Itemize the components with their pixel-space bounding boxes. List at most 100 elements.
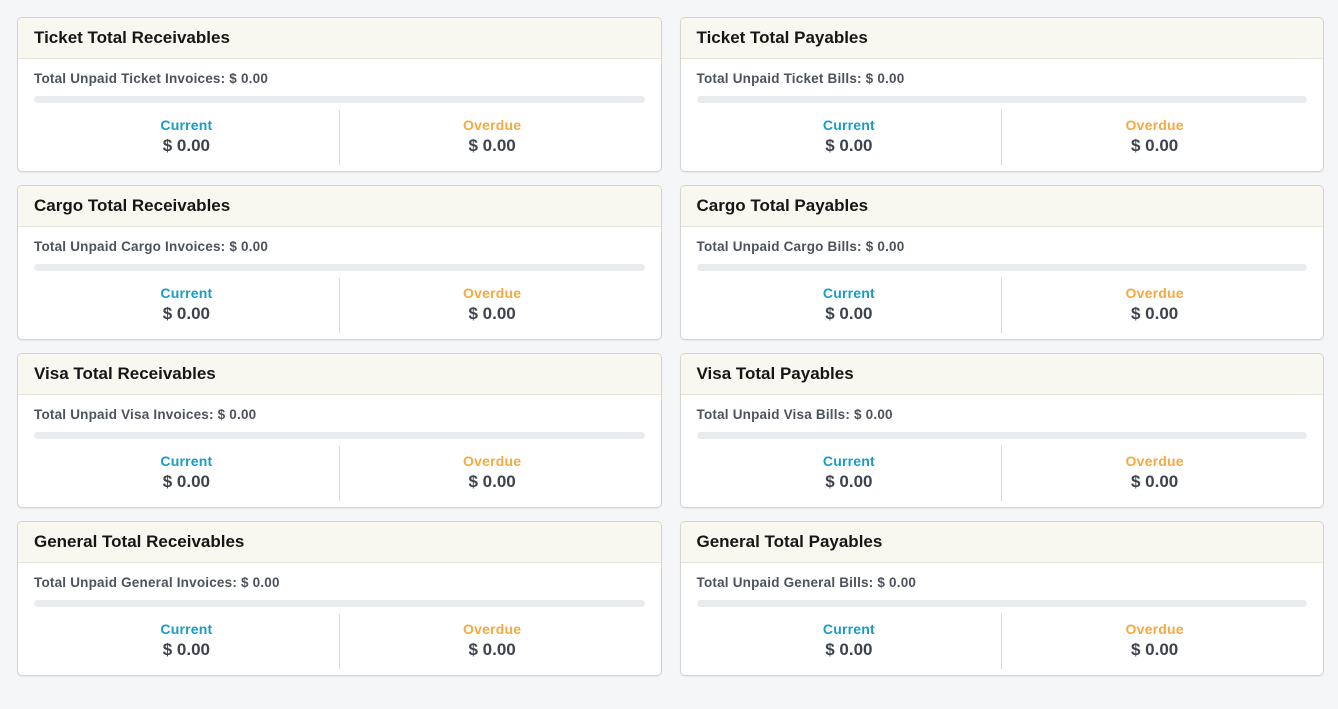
card-body: Total Unpaid Cargo Bills: $ 0.00 Current… [681,227,1324,333]
overdue-label: Overdue [463,453,522,469]
dashboard-grid: Ticket Total Receivables Total Unpaid Ti… [17,17,1324,676]
current-section: Current $ 0.00 [34,446,339,501]
progress-bar [34,264,645,271]
card-header: Cargo Total Payables [680,186,1323,227]
card-body: Total Unpaid Ticket Bills: $ 0.00 Curren… [681,59,1324,165]
progress-bar [696,96,1307,103]
current-label: Current [822,453,875,469]
card-title: Ticket Total Receivables [34,28,230,47]
amounts-row: Current $ 0.00 Overdue $ 0.00 [34,446,645,501]
card-body: Total Unpaid Cargo Invoices: $ 0.00 Curr… [18,227,661,333]
summary-text: Total Unpaid Visa Invoices: $ 0.00 [34,407,257,422]
overdue-label: Overdue [463,117,522,133]
card-title: Cargo Total Receivables [34,196,231,215]
amounts-row: Current $ 0.00 Overdue $ 0.00 [697,110,1308,165]
overdue-value: $ 0.00 [468,640,516,659]
current-value: $ 0.00 [162,304,210,323]
overdue-label: Overdue [1125,117,1184,133]
progress-bar [696,600,1307,607]
overdue-value: $ 0.00 [1130,640,1179,659]
overdue-label: Overdue [1125,621,1184,637]
progress-bar [34,600,645,607]
overdue-label: Overdue [1125,285,1184,301]
overdue-value: $ 0.00 [468,136,516,155]
current-section: Current $ 0.00 [34,278,339,333]
amounts-row: Current $ 0.00 Overdue $ 0.00 [697,614,1308,669]
overdue-value: $ 0.00 [1130,472,1179,491]
summary-text: Total Unpaid Cargo Invoices: $ 0.00 [34,239,269,254]
card-title: Cargo Total Payables [696,196,869,215]
overdue-label: Overdue [463,621,522,637]
current-value: $ 0.00 [162,640,210,659]
card-title: Ticket Total Payables [696,28,868,47]
progress-bar [696,432,1307,439]
current-label: Current [822,117,875,133]
card-header: Ticket Total Payables [680,18,1323,59]
overdue-section: Overdue $ 0.00 [1001,278,1307,333]
summary-text: Total Unpaid Visa Bills: $ 0.00 [696,407,893,422]
overdue-section: Overdue $ 0.00 [338,110,645,165]
card-title: General Total Payables [696,532,883,551]
progress-bar [34,432,645,439]
overdue-value: $ 0.00 [1130,304,1179,323]
current-value: $ 0.00 [825,472,873,491]
card-ticket-receivables: Ticket Total Receivables Total Unpaid Ti… [17,17,662,172]
amounts-row: Current $ 0.00 Overdue $ 0.00 [697,278,1308,333]
current-value: $ 0.00 [162,136,210,155]
card-title: Visa Total Receivables [34,364,216,383]
current-section: Current $ 0.00 [697,110,1002,165]
summary-text: Total Unpaid Cargo Bills: $ 0.00 [696,239,905,254]
card-visa-payables: Visa Total Payables Total Unpaid Visa Bi… [679,353,1324,508]
summary-text: Total Unpaid General Bills: $ 0.00 [696,575,917,590]
overdue-value: $ 0.00 [468,304,516,323]
card-general-payables: General Total Payables Total Unpaid Gene… [679,521,1324,676]
overdue-section: Overdue $ 0.00 [1001,614,1307,669]
amounts-row: Current $ 0.00 Overdue $ 0.00 [697,446,1308,501]
overdue-section: Overdue $ 0.00 [1001,110,1307,165]
summary-text: Total Unpaid Ticket Bills: $ 0.00 [696,71,905,86]
overdue-value: $ 0.00 [468,472,516,491]
current-section: Current $ 0.00 [697,278,1002,333]
current-value: $ 0.00 [825,640,873,659]
card-cargo-receivables: Cargo Total Receivables Total Unpaid Car… [17,185,662,340]
card-header: Ticket Total Receivables [18,18,661,59]
current-label: Current [160,453,213,469]
card-header: General Total Payables [680,522,1323,563]
overdue-label: Overdue [1125,453,1184,469]
card-title: Visa Total Payables [696,364,854,383]
card-header: Visa Total Payables [680,354,1323,395]
amounts-row: Current $ 0.00 Overdue $ 0.00 [34,614,645,669]
card-header: Cargo Total Receivables [18,186,661,227]
card-header: General Total Receivables [18,522,661,563]
overdue-section: Overdue $ 0.00 [338,446,645,501]
current-value: $ 0.00 [162,472,210,491]
progress-bar [696,264,1307,271]
card-title: General Total Receivables [34,532,245,551]
progress-bar [34,96,645,103]
card-body: Total Unpaid General Invoices: $ 0.00 Cu… [18,563,661,669]
summary-text: Total Unpaid Ticket Invoices: $ 0.00 [34,71,269,86]
card-header: Visa Total Receivables [18,354,661,395]
card-body: Total Unpaid Visa Invoices: $ 0.00 Curre… [18,395,661,501]
current-section: Current $ 0.00 [34,614,339,669]
current-label: Current [160,285,213,301]
summary-text: Total Unpaid General Invoices: $ 0.00 [34,575,280,590]
overdue-label: Overdue [463,285,522,301]
overdue-section: Overdue $ 0.00 [1001,446,1307,501]
card-body: Total Unpaid Visa Bills: $ 0.00 Current … [681,395,1324,501]
card-general-receivables: General Total Receivables Total Unpaid G… [17,521,662,676]
overdue-section: Overdue $ 0.00 [338,614,645,669]
card-visa-receivables: Visa Total Receivables Total Unpaid Visa… [17,353,662,508]
current-section: Current $ 0.00 [697,446,1002,501]
current-value: $ 0.00 [825,304,873,323]
card-body: Total Unpaid Ticket Invoices: $ 0.00 Cur… [18,59,661,165]
overdue-section: Overdue $ 0.00 [338,278,645,333]
current-label: Current [822,621,875,637]
current-value: $ 0.00 [825,136,873,155]
overdue-value: $ 0.00 [1130,136,1179,155]
current-label: Current [160,117,213,133]
current-section: Current $ 0.00 [34,110,339,165]
amounts-row: Current $ 0.00 Overdue $ 0.00 [34,110,645,165]
current-label: Current [160,621,213,637]
amounts-row: Current $ 0.00 Overdue $ 0.00 [34,278,645,333]
